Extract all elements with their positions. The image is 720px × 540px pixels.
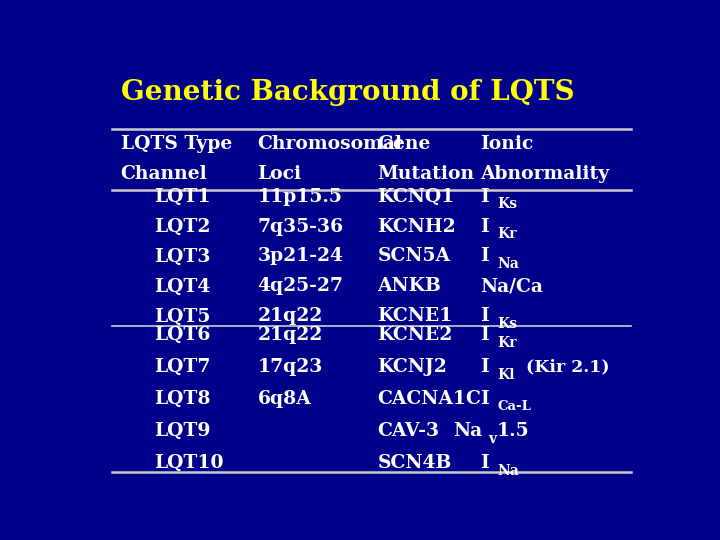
Text: Na/Ca: Na/Ca: [481, 278, 544, 295]
Text: LQT9: LQT9: [154, 422, 210, 440]
Text: I: I: [481, 390, 490, 408]
Text: 4q25-27: 4q25-27: [258, 278, 343, 295]
Text: (Kir 2.1): (Kir 2.1): [521, 359, 610, 376]
Text: LQT6: LQT6: [154, 326, 210, 344]
Text: KCNE2: KCNE2: [377, 326, 453, 344]
Text: Kr: Kr: [498, 335, 517, 349]
Text: SCN4B: SCN4B: [377, 454, 451, 472]
Text: KCNQ1: KCNQ1: [377, 187, 454, 206]
Text: KCNE1: KCNE1: [377, 307, 453, 326]
Text: Abnormality: Abnormality: [481, 165, 610, 183]
Text: 21q22: 21q22: [258, 307, 323, 326]
Text: Na: Na: [453, 422, 482, 440]
Text: 1.5: 1.5: [496, 422, 529, 440]
Text: Kl: Kl: [498, 368, 515, 382]
Text: Mutation: Mutation: [377, 165, 474, 183]
Text: I: I: [481, 187, 490, 206]
Text: LQTS Type: LQTS Type: [121, 136, 232, 153]
Text: 17q23: 17q23: [258, 358, 323, 376]
Text: Loci: Loci: [258, 165, 302, 183]
Text: Ionic: Ionic: [481, 136, 534, 153]
Text: Genetic Background of LQTS: Genetic Background of LQTS: [121, 79, 574, 106]
Text: CACNA1C: CACNA1C: [377, 390, 481, 408]
Text: Gene: Gene: [377, 136, 431, 153]
Text: Na: Na: [498, 257, 519, 271]
Text: 11p15.5: 11p15.5: [258, 187, 342, 206]
Text: 7q35-36: 7q35-36: [258, 218, 343, 235]
Text: Na: Na: [498, 464, 519, 477]
Text: 6q8A: 6q8A: [258, 390, 311, 408]
Text: Ks: Ks: [498, 197, 518, 211]
Text: Kr: Kr: [498, 227, 517, 241]
Text: I: I: [481, 307, 490, 326]
Text: Channel: Channel: [121, 165, 207, 183]
Text: ANKB: ANKB: [377, 278, 441, 295]
Text: LQT4: LQT4: [154, 278, 210, 295]
Text: CAV-3: CAV-3: [377, 422, 439, 440]
Text: v: v: [488, 431, 496, 446]
Text: Ks: Ks: [498, 317, 518, 331]
Text: 21q22: 21q22: [258, 326, 323, 344]
Text: LQT1: LQT1: [154, 187, 211, 206]
Text: LQT2: LQT2: [154, 218, 210, 235]
Text: 3p21-24: 3p21-24: [258, 247, 343, 266]
Text: Chromosomal: Chromosomal: [258, 136, 402, 153]
Text: LQT10: LQT10: [154, 454, 224, 472]
Text: LQT8: LQT8: [154, 390, 211, 408]
Text: KCNJ2: KCNJ2: [377, 358, 447, 376]
Text: LQT5: LQT5: [154, 307, 210, 326]
Text: SCN5A: SCN5A: [377, 247, 451, 266]
Text: I: I: [481, 358, 490, 376]
Text: Ca-L: Ca-L: [498, 400, 531, 413]
Text: LQT7: LQT7: [154, 358, 210, 376]
Text: I: I: [481, 218, 490, 235]
Text: I: I: [481, 247, 490, 266]
Text: I: I: [481, 326, 490, 344]
Text: KCNH2: KCNH2: [377, 218, 456, 235]
Text: LQT3: LQT3: [154, 247, 211, 266]
Text: I: I: [481, 454, 490, 472]
